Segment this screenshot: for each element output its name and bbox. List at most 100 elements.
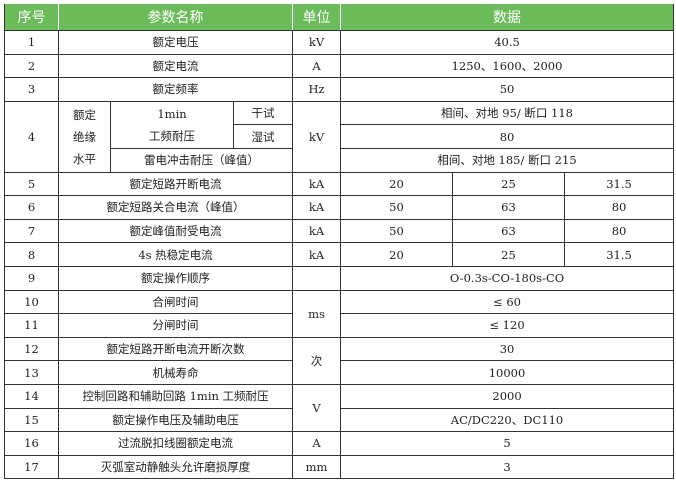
row-no: 10 xyxy=(4,289,59,315)
row-no: 6 xyxy=(4,195,59,220)
value: 50 xyxy=(340,195,453,220)
value: 50 xyxy=(340,218,453,244)
value: 25 xyxy=(452,242,565,267)
sub1-b: 工频耐压 xyxy=(149,128,195,143)
table-row: 16 过流脱扣线圈额定电流 A 5 xyxy=(4,431,675,456)
unit: mm xyxy=(292,454,341,480)
value: 5 xyxy=(339,431,675,456)
param-name: 额定电压 xyxy=(58,30,293,55)
header-row: 序号 参数名称 单位 数据 xyxy=(4,4,675,31)
unit: V xyxy=(292,383,341,433)
row-no: 7 xyxy=(4,218,59,244)
row-no: 3 xyxy=(4,77,59,102)
param-name: 灭弧室动静触头允许磨损厚度 xyxy=(58,454,293,480)
table-row: 17 灭弧室动静触头允许磨损厚度 mm 3 xyxy=(4,454,675,480)
unit xyxy=(292,265,341,291)
value: 2000 xyxy=(339,383,675,409)
unit: kV xyxy=(292,30,341,55)
unit: 次 xyxy=(292,336,341,385)
value: 20 xyxy=(340,242,453,267)
param-name: 合闸时间 xyxy=(58,289,293,315)
dry-test: 干试 xyxy=(233,100,293,126)
param-name: 额定操作顺序 xyxy=(58,265,293,291)
value: 80 xyxy=(563,218,675,244)
lightning-impulse: 雷电冲击耐压（峰值） xyxy=(110,147,293,173)
table-row: 10 合闸时间 ms ≤ 60 xyxy=(4,289,675,338)
table-row: 7 额定峰值耐受电流 kA 50 63 80 xyxy=(4,218,675,244)
table-row: 湿试 80 xyxy=(5,124,675,149)
value: ≤ 60 xyxy=(339,289,675,315)
table-row: 13 机械寿命 10000 xyxy=(4,360,675,385)
group-line: 额定 xyxy=(73,107,96,122)
param-name: 分闸时间 xyxy=(58,313,293,338)
row-no: 17 xyxy=(4,454,59,480)
row-no: 16 xyxy=(4,431,59,456)
value: 20 xyxy=(340,171,453,197)
header-no: 序号 xyxy=(4,4,59,31)
value: 80 xyxy=(339,124,675,149)
value: O-0.3s-CO-180s-CO xyxy=(339,265,675,291)
header-param: 参数名称 xyxy=(58,4,293,31)
value: 1250、1600、2000 xyxy=(339,53,675,79)
row-no: 11 xyxy=(4,313,59,338)
table-row: 雷电冲击耐压（峰值） 相间、对地 185/ 断口 215 xyxy=(5,147,675,173)
param-name: 过流脱扣线圈额定电流 xyxy=(58,431,293,456)
row-no: 8 xyxy=(4,242,59,267)
value: 40.5 xyxy=(339,30,675,55)
row-no: 14 xyxy=(4,383,59,409)
group-line: 绝缘 xyxy=(73,129,96,144)
value: 31.5 xyxy=(563,171,675,197)
header-unit: 单位 xyxy=(292,4,341,31)
parameter-table: 序号 参数名称 单位 数据 1 额定电压 kV 40.5 2 额定电流 A 1250、160… xyxy=(4,4,675,480)
param-name: 4s 热稳定电流 xyxy=(58,242,293,267)
param-name: 额定电流 xyxy=(58,53,293,79)
table-row: 14 控制回路和辅助回路 1min 工频耐压 V 2000 xyxy=(4,383,675,433)
unit: Hz xyxy=(292,77,341,102)
row-no: 5 xyxy=(4,171,59,197)
row-no: 1 xyxy=(4,30,59,55)
table-row: 8 4s 热稳定电流 kA 20 25 31.5 xyxy=(4,242,675,267)
unit: kA xyxy=(292,171,341,197)
power-freq-withstand: 1min 工频耐压 xyxy=(110,100,234,149)
row-no: 4 xyxy=(4,100,59,173)
unit: kA xyxy=(292,242,341,267)
row-no: 2 xyxy=(4,53,59,79)
header-data: 数据 xyxy=(339,4,675,31)
param-name: 机械寿命 xyxy=(58,360,293,385)
wet-test: 湿试 xyxy=(233,124,293,149)
value: 31.5 xyxy=(563,242,675,267)
param-name: 额定短路关合电流（峰值） xyxy=(58,195,293,220)
table-row: 1 额定电压 kV 40.5 xyxy=(4,30,675,55)
value: 63 xyxy=(452,195,565,220)
value: 80 xyxy=(563,195,675,220)
sub1-a: 1min xyxy=(157,106,187,121)
param-name: 额定操作电压及辅助电压 xyxy=(58,407,293,433)
value: AC/DC220、DC110 xyxy=(339,407,675,433)
table-row: 11 分闸时间 ≤ 120 xyxy=(4,313,675,338)
table-row: 3 额定频率 Hz 50 xyxy=(4,77,675,102)
param-name: 控制回路和辅助回路 1min 工频耐压 xyxy=(58,383,293,409)
unit: kA xyxy=(292,218,341,244)
row-no: 12 xyxy=(4,336,59,362)
param-name: 额定短路开断电流 xyxy=(58,171,293,197)
table-row: 9 额定操作顺序 O-0.3s-CO-180s-CO xyxy=(4,265,675,291)
unit: kV xyxy=(292,100,341,173)
table-row: 2 额定电流 A 1250、1600、2000 xyxy=(4,53,675,79)
param-name: 额定频率 xyxy=(58,77,293,102)
value: 相间、对地 185/ 断口 215 xyxy=(339,147,675,173)
table-row: 15 额定操作电压及辅助电压 AC/DC220、DC110 xyxy=(4,407,675,433)
param-name: 额定峰值耐受电流 xyxy=(58,218,293,244)
value: 30 xyxy=(339,336,675,362)
unit: ms xyxy=(292,289,341,338)
insulation-group: 额定 绝缘 水平 xyxy=(58,100,111,173)
row-no: 13 xyxy=(4,360,59,385)
unit: A xyxy=(292,53,341,79)
unit: A xyxy=(292,431,341,456)
group-line: 水平 xyxy=(73,151,96,166)
value: 50 xyxy=(339,77,675,102)
table-row: 5 额定短路开断电流 kA 20 25 31.5 xyxy=(4,171,675,197)
value: 63 xyxy=(452,218,565,244)
param-name: 额定短路开断电流开断次数 xyxy=(58,336,293,362)
value: 25 xyxy=(452,171,565,197)
table-row: 4 额定 绝缘 水平 1min 工频耐压 干试 kV 相间、对地 95/ 断口 118 xyxy=(4,100,675,173)
